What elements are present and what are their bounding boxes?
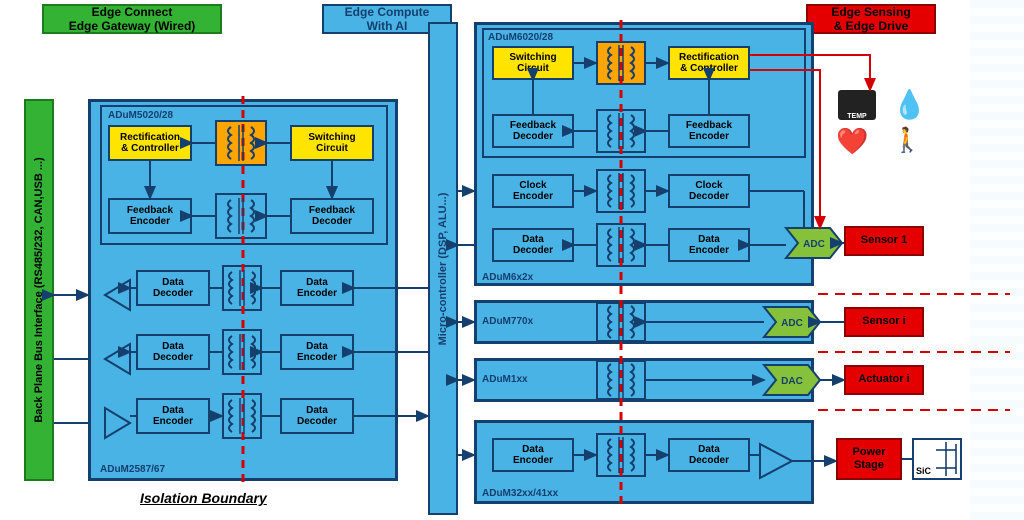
adum5020-fbdec: FeedbackDecoder: [290, 198, 374, 234]
adum32xx-title: ADuM32xx/41xx: [482, 488, 558, 499]
adum32xx-xfmr: [596, 433, 646, 477]
l-row2-xfmr: [222, 329, 262, 375]
adum5020-fbenc: FeedbackEncoder: [108, 198, 192, 234]
adum5020-title: ADuM5020/28: [108, 110, 173, 121]
l-row2-dec: DataDecoder: [136, 334, 210, 370]
adum5020-xfmr-top: [215, 120, 267, 166]
temp-icon: TEMP: [838, 90, 876, 120]
adum32xx-dec: DataDecoder: [668, 438, 750, 472]
mcu-label: Micro-controller (DSP, ALU...): [437, 192, 449, 345]
adum1xx-title: ADuM1xx: [482, 374, 528, 385]
adum5020-switch: SwitchingCircuit: [290, 125, 374, 161]
r-data-dec: DataDecoder: [492, 228, 574, 262]
r-clk-dec: ClockDecoder: [668, 174, 750, 208]
adum2587-title: ADuM2587/67: [100, 464, 165, 475]
backplane-sidebar: Back Plane Bus Interface (RS485/232, CAN…: [24, 99, 54, 481]
power-box: PowerStage: [836, 438, 902, 480]
icons-panel: TEMP 💧 ❤️ 🚶: [836, 90, 940, 160]
adum6x2x-title: ADuM6x2x: [482, 272, 533, 283]
adum6020-fbdec: FeedbackDecoder: [492, 114, 574, 148]
header-edge-connect: Edge ConnectEdge Gateway (Wired): [42, 4, 222, 34]
sensori-box: Sensor i: [844, 307, 924, 337]
r-clk-xfmr: [596, 169, 646, 213]
adum770x-xfmr: [596, 302, 646, 342]
header-edge-sensing: Edge Sensing& Edge Drive: [806, 4, 936, 34]
actuatori-box: Actuator i: [844, 365, 924, 395]
l-row3-enc: DataEncoder: [136, 398, 210, 434]
r-data-enc: DataEncoder: [668, 228, 750, 262]
adum6020-fbenc: FeedbackEncoder: [668, 114, 750, 148]
l-row1-dec: DataDecoder: [136, 270, 210, 306]
adum5020-xfmr-bot: [215, 193, 267, 239]
diagram-root: Edge ConnectEdge Gateway (Wired) Edge Co…: [0, 0, 1024, 520]
iso-label: Isolation Boundary: [140, 490, 267, 506]
adum6020-title: ADuM6020/28: [488, 32, 553, 43]
heart-icon: ❤️: [836, 126, 868, 157]
bg-pattern: [970, 0, 1024, 520]
drop-icon: 💧: [892, 88, 927, 121]
adum6020-xfmr-bot: [596, 109, 646, 153]
l-row3-dec: DataDecoder: [280, 398, 354, 434]
adum5020-rect: Rectification& Controller: [108, 125, 192, 161]
adum770x-title: ADuM770x: [482, 316, 533, 327]
l-row3-xfmr: [222, 393, 262, 439]
sensor1-box: Sensor 1: [844, 226, 924, 256]
l-row1-xfmr: [222, 265, 262, 311]
r-clk-enc: ClockEncoder: [492, 174, 574, 208]
r-data-xfmr: [596, 223, 646, 267]
backplane-label: Back Plane Bus Interface (RS485/232, CAN…: [33, 157, 45, 422]
sic-label: SiC: [916, 466, 931, 476]
sic-box: SiC: [912, 438, 962, 480]
l-row1-enc: DataEncoder: [280, 270, 354, 306]
adum1xx-xfmr: [596, 360, 646, 400]
adum6020-switch: SwitchingCircuit: [492, 46, 574, 80]
adum6020-rect: Rectification& Controller: [668, 46, 750, 80]
adum32xx-enc: DataEncoder: [492, 438, 574, 472]
adum6020-xfmr-top: [596, 41, 646, 85]
mcu-bar: Micro-controller (DSP, ALU...): [428, 22, 458, 515]
l-row2-enc: DataEncoder: [280, 334, 354, 370]
walk-icon: 🚶: [892, 126, 922, 155]
